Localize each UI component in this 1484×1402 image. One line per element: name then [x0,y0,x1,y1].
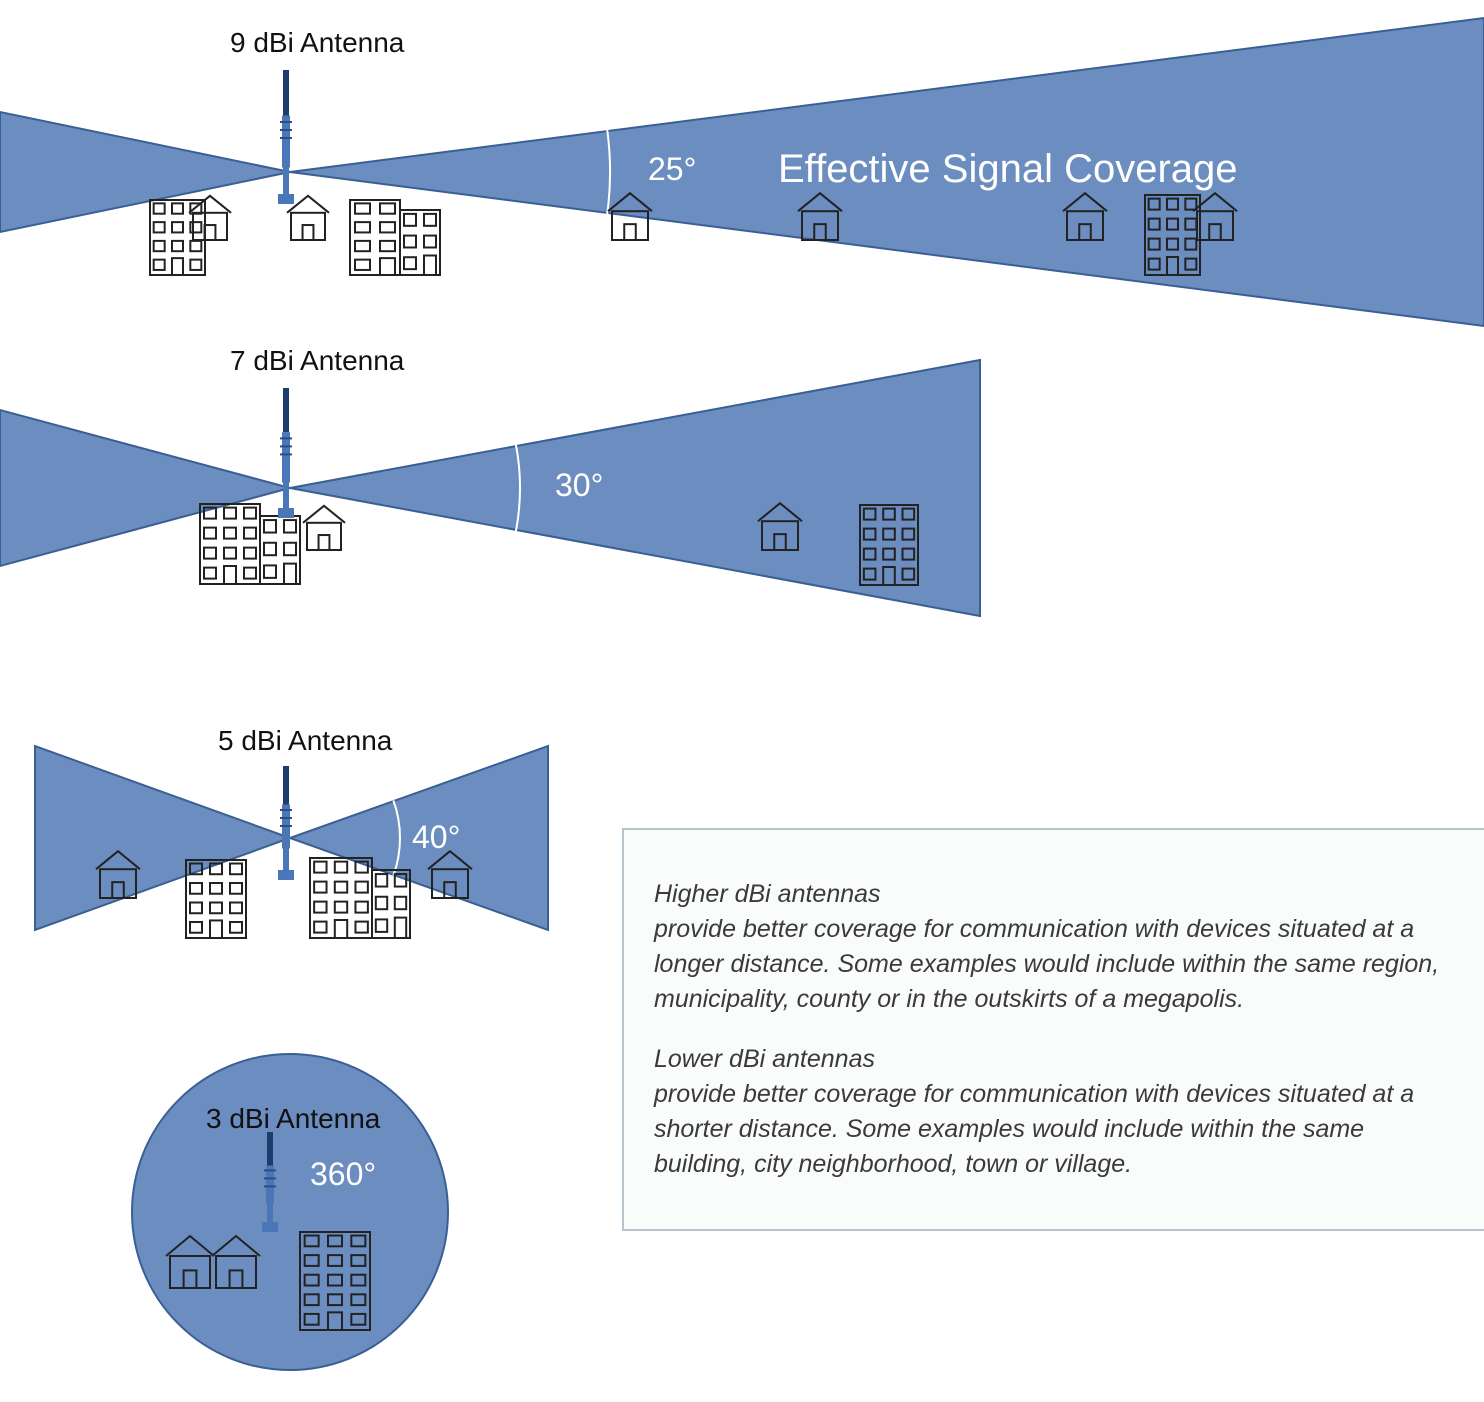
svg-text:360°: 360° [310,1156,376,1192]
info-p2-body: provide better coverage for communicatio… [654,1080,1414,1178]
svg-text:30°: 30° [555,467,603,503]
info-p1-body: provide better coverage for communicatio… [654,915,1439,1013]
info-p2-lead: Lower dBi antennas [654,1042,1464,1077]
svg-text:5 dBi Antenna: 5 dBi Antenna [218,725,393,756]
svg-text:7 dBi Antenna: 7 dBi Antenna [230,345,405,376]
info-p2: Lower dBi antennas provide better covera… [654,1042,1464,1182]
svg-text:Effective Signal Coverage: Effective Signal Coverage [778,147,1238,191]
svg-text:25°: 25° [648,151,696,187]
svg-text:40°: 40° [412,819,460,855]
info-p1-lead: Higher dBi antennas [654,877,1464,912]
info-box: Higher dBi antennas provide better cover… [622,828,1484,1231]
svg-text:9 dBi Antenna: 9 dBi Antenna [230,27,405,58]
info-p1: Higher dBi antennas provide better cover… [654,877,1464,1017]
antenna-diagram: 25° Effective Signal Coverage 9 dBi Antenn… [0,0,1484,1402]
svg-text:3 dBi Antenna: 3 dBi Antenna [206,1103,381,1134]
